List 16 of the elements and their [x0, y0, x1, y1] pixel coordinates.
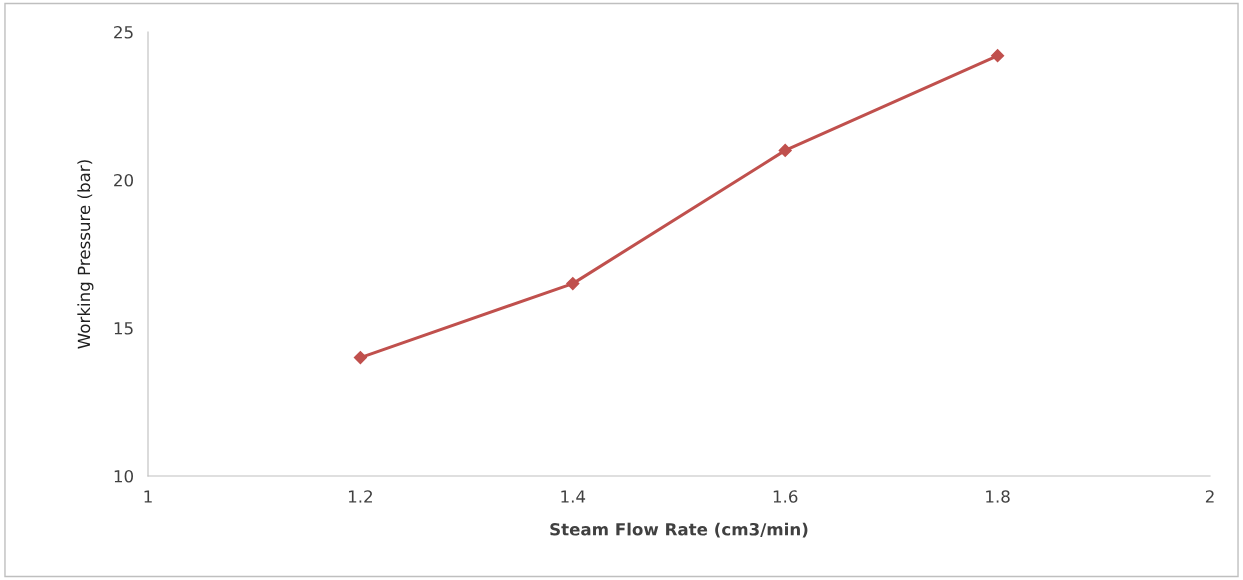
x-tick-label: 2: [1205, 490, 1214, 503]
point: [991, 49, 1005, 63]
x-tick-label: 1: [144, 490, 152, 503]
point: [353, 351, 367, 365]
y-tick-label: 25: [114, 25, 133, 39]
x-tick-label: 1.6: [773, 490, 798, 503]
x-tick-label: 1.8: [986, 490, 1010, 503]
y-tick-label: 15: [114, 322, 133, 335]
y-tick-label: 20: [114, 173, 133, 187]
point: [566, 277, 580, 291]
point: [778, 143, 792, 157]
x-tick-label: 1.2: [348, 490, 372, 503]
y-axis-title: Working Pressure (bar): [77, 160, 94, 349]
x-axis-title: Steam Flow Rate (cm3/min): [550, 522, 808, 538]
y-tick-label: 10: [114, 469, 133, 483]
x-tick-label: 1.4: [561, 490, 586, 503]
